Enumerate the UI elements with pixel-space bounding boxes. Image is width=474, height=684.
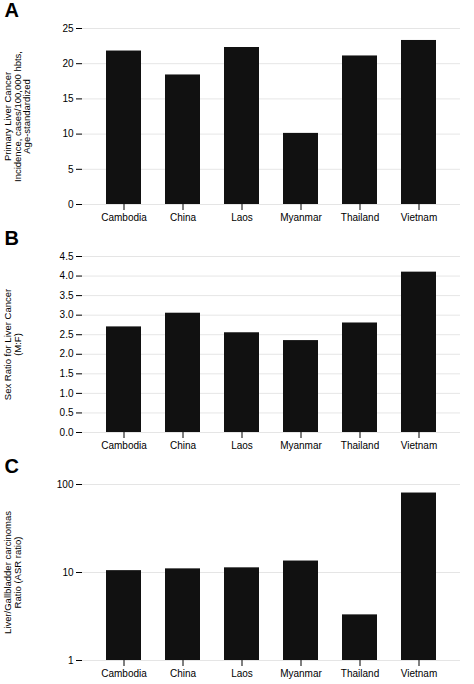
- svg-text:3.5: 3.5: [60, 290, 74, 301]
- svg-text:Vietnam: Vietnam: [401, 668, 438, 679]
- svg-text:2.0: 2.0: [60, 348, 74, 359]
- svg-text:0.0: 0.0: [60, 427, 74, 438]
- svg-text:Myanmar: Myanmar: [280, 440, 322, 451]
- svg-text:China: China: [170, 668, 197, 679]
- svg-text:Vietnam: Vietnam: [401, 212, 438, 223]
- svg-text:Laos: Laos: [231, 668, 253, 679]
- svg-text:Vietnam: Vietnam: [401, 440, 438, 451]
- svg-text:3.0: 3.0: [60, 309, 74, 320]
- svg-text:Thailand: Thailand: [341, 668, 379, 679]
- svg-text:Cambodia: Cambodia: [101, 440, 147, 451]
- svg-text:100: 100: [57, 479, 74, 490]
- svg-text:Thailand: Thailand: [341, 212, 379, 223]
- svg-text:Cambodia: Cambodia: [101, 212, 147, 223]
- svg-text:5: 5: [68, 164, 74, 175]
- svg-text:Primary Liver CancerIncidence,: Primary Liver CancerIncidence, cases/100…: [2, 51, 32, 182]
- svg-text:20: 20: [62, 58, 74, 69]
- svg-text:A: A: [5, 0, 19, 21]
- svg-text:2.5: 2.5: [60, 329, 74, 340]
- svg-text:Thailand: Thailand: [341, 440, 379, 451]
- svg-text:C: C: [5, 455, 19, 477]
- svg-text:Cambodia: Cambodia: [101, 668, 147, 679]
- svg-text:25: 25: [62, 23, 74, 34]
- svg-text:Myanmar: Myanmar: [280, 212, 322, 223]
- svg-text:1: 1: [68, 655, 74, 666]
- svg-text:Sex Ratio for Liver Cancer(M:F: Sex Ratio for Liver Cancer(M:F): [2, 289, 22, 400]
- svg-text:Laos: Laos: [231, 212, 253, 223]
- svg-text:10: 10: [62, 567, 74, 578]
- svg-text:10: 10: [62, 128, 74, 139]
- svg-text:4.5: 4.5: [60, 251, 74, 262]
- svg-text:Liver/Gallbladder carcinomasRa: Liver/Gallbladder carcinomasRatio (ASR r…: [2, 511, 22, 634]
- svg-text:China: China: [170, 212, 197, 223]
- svg-text:Laos: Laos: [231, 440, 253, 451]
- svg-text:B: B: [5, 227, 19, 249]
- svg-text:15: 15: [62, 93, 74, 104]
- svg-text:China: China: [170, 440, 197, 451]
- svg-text:1.5: 1.5: [60, 368, 74, 379]
- svg-text:4.0: 4.0: [60, 270, 74, 281]
- svg-text:Myanmar: Myanmar: [280, 668, 322, 679]
- svg-text:1.0: 1.0: [60, 388, 74, 399]
- svg-text:0: 0: [68, 199, 74, 210]
- svg-text:0.5: 0.5: [60, 407, 74, 418]
